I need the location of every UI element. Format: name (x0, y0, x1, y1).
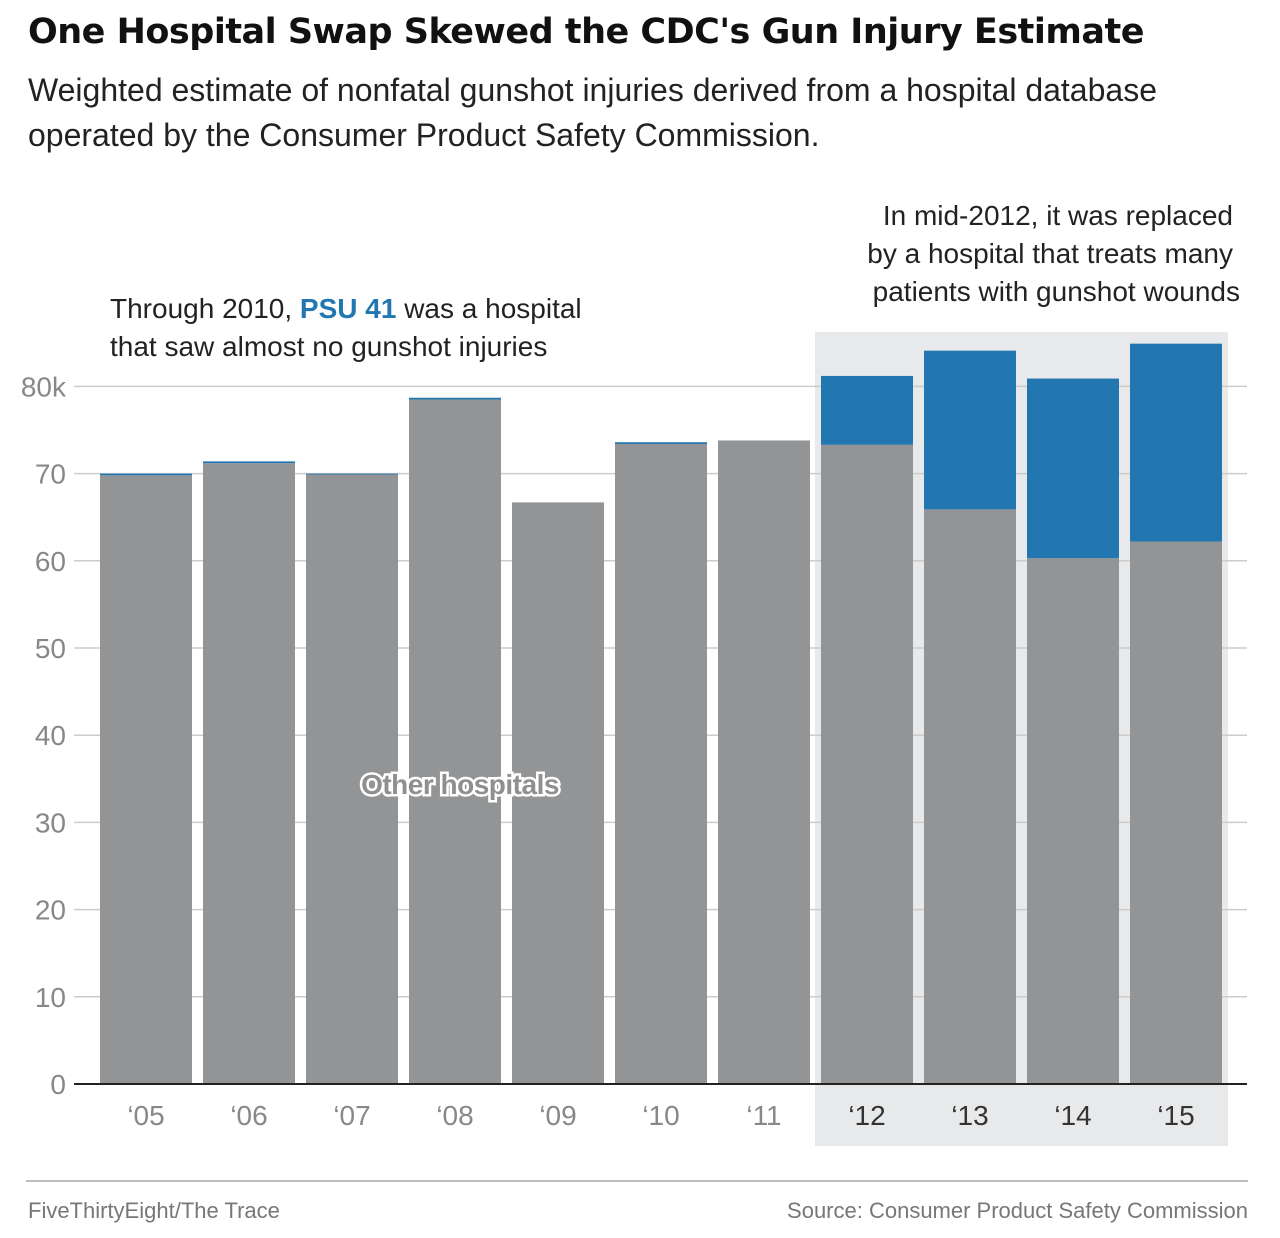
bar-other-hospitals (924, 509, 1016, 1084)
bar-other-hospitals (821, 444, 913, 1085)
bar-psu-41 (100, 473, 192, 476)
y-axis-tick-labels: 0 10 20 30 40 50 60 70 80k (21, 371, 67, 1100)
chart-title: One Hospital Swap Skewed the CDC's Gun I… (28, 12, 1144, 52)
bar-other-hospitals (409, 399, 501, 1085)
bar-other-hospitals (615, 443, 707, 1084)
bar-psu-41 (203, 461, 295, 464)
y-tick-label: 20 (35, 895, 66, 926)
y-tick-label: 70 (35, 459, 66, 490)
footer-source: Source: Consumer Product Safety Commissi… (787, 1198, 1248, 1223)
annotation-right-line1: In mid-2012, it was replaced (883, 200, 1233, 231)
bar-psu-41 (615, 442, 707, 444)
annotation-right-line2: by a hospital that treats many (867, 238, 1233, 269)
bar-psu-41 (409, 397, 501, 400)
bar-psu-41 (1130, 343, 1222, 542)
annotation-left-line2: that saw almost no gunshot injuries (110, 331, 547, 362)
chart-subtitle: Weighted estimate of nonfatal gunshot in… (28, 72, 1157, 153)
y-tick-label: 10 (35, 982, 66, 1013)
y-tick-label: 80k (21, 371, 67, 402)
bar-other-hospitals (306, 474, 398, 1084)
footer-credit: FiveThirtyEight/The Trace (28, 1198, 280, 1223)
other-hospitals-label: Other hospitals (361, 769, 559, 800)
bar-other-hospitals (100, 475, 192, 1084)
annotation-left-line1: Through 2010, PSU 41 was a hospital (110, 293, 582, 324)
bar-psu-41 (1027, 378, 1119, 559)
bar-psu-41 (821, 375, 913, 445)
x-tick-label: ‘08 (436, 1100, 473, 1131)
bars (100, 343, 1222, 1085)
annotation-psu41-highlight: PSU 41 (300, 293, 397, 324)
bar-psu-41 (306, 473, 398, 475)
x-tick-label: ‘14 (1054, 1100, 1091, 1131)
x-tick-label: ‘11 (746, 1100, 781, 1131)
bar-other-hospitals (718, 440, 810, 1084)
bar-other-hospitals (1027, 558, 1119, 1084)
y-tick-label: 30 (35, 807, 66, 838)
x-tick-label: ‘10 (642, 1100, 679, 1131)
y-tick-label: 60 (35, 546, 66, 577)
x-tick-label: ‘06 (230, 1100, 267, 1131)
y-tick-label: 50 (35, 633, 66, 664)
x-tick-label: ‘15 (1157, 1100, 1194, 1131)
annotation-right-line3: patients with gunshot wounds (873, 276, 1240, 307)
bar-chart: 0 10 20 30 40 50 60 70 80k ‘05 ‘06 ‘07 ‘08 ‘09 ‘10 ‘11… (21, 200, 1247, 1146)
footer-divider (26, 1180, 1248, 1182)
y-tick-label: 40 (35, 720, 66, 751)
x-tick-label: ‘05 (127, 1100, 164, 1131)
x-tick-label: ‘12 (848, 1100, 885, 1131)
x-tick-label: ‘09 (539, 1100, 576, 1131)
bar-psu-41 (924, 350, 1016, 510)
x-axis-tick-labels: ‘05 ‘06 ‘07 ‘08 ‘09 ‘10 ‘11 ‘12 ‘13 ‘14 ‘15 (127, 1100, 1194, 1131)
bar-other-hospitals (512, 502, 604, 1085)
bar-other-hospitals (1130, 541, 1222, 1084)
x-tick-label: ‘13 (951, 1100, 988, 1131)
y-tick-label: 0 (50, 1069, 66, 1100)
x-tick-label: ‘07 (333, 1100, 370, 1131)
bar-other-hospitals (203, 463, 295, 1084)
